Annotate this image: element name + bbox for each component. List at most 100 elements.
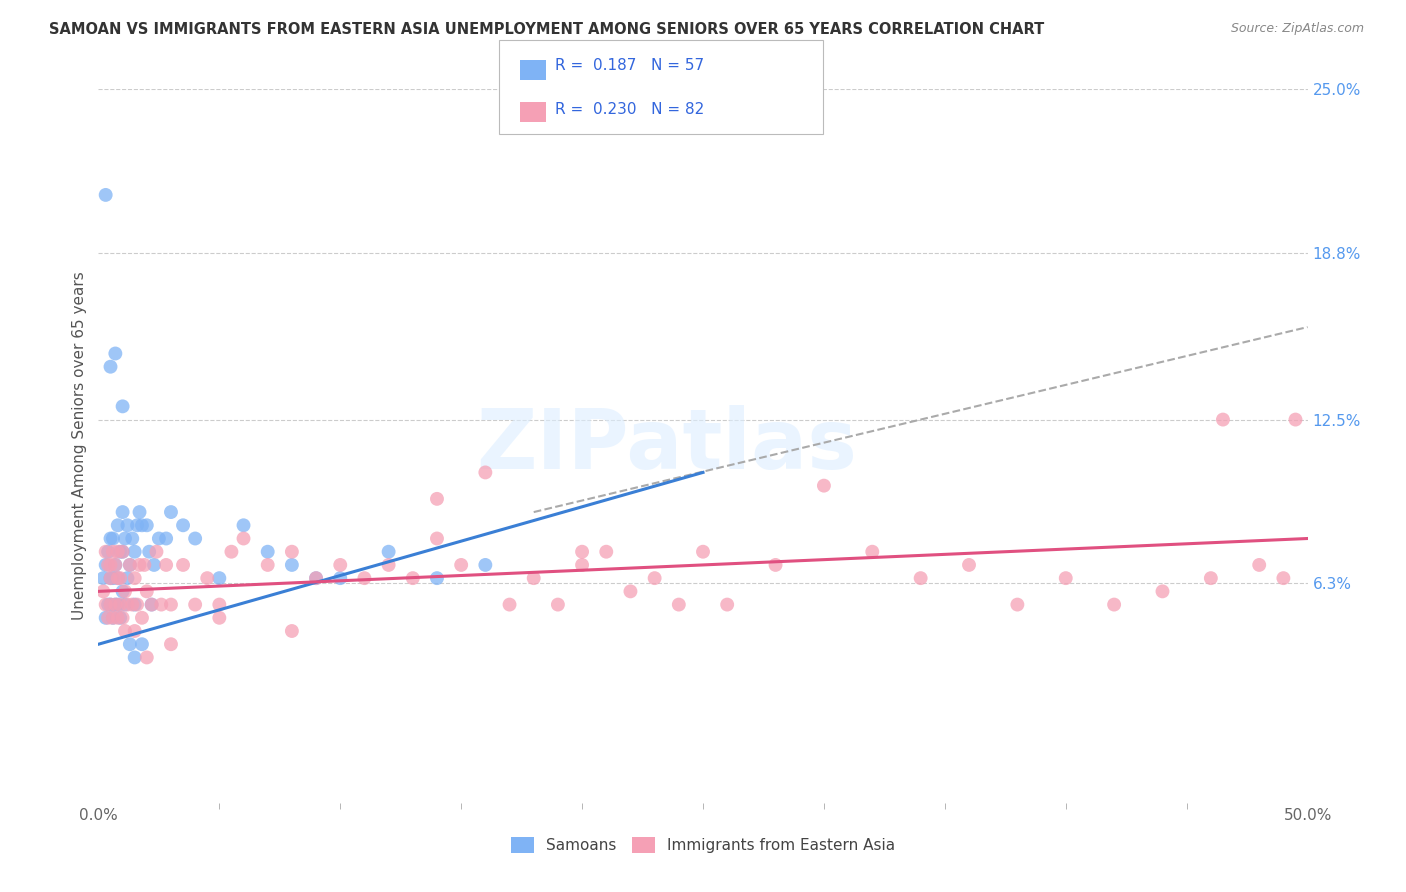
Point: [114, 598, 136, 612]
Point: [135, 650, 157, 665]
Text: ZIPatlas: ZIPatlas: [477, 406, 858, 486]
Point: [100, 558, 122, 572]
Point: [160, 598, 183, 612]
Point: [547, 598, 569, 612]
Point: [813, 478, 835, 492]
Point: [94, 558, 117, 572]
Point: [127, 518, 149, 533]
Point: [94, 545, 117, 559]
Point: [108, 545, 131, 559]
Point: [104, 558, 127, 572]
Point: [595, 545, 617, 559]
Point: [94, 598, 117, 612]
Point: [100, 359, 122, 374]
Point: [91, 584, 114, 599]
Point: [256, 558, 278, 572]
Text: Source: ZipAtlas.com: Source: ZipAtlas.com: [1230, 22, 1364, 36]
Point: [131, 637, 153, 651]
Point: [619, 584, 641, 599]
Point: [124, 545, 146, 559]
Point: [135, 518, 157, 533]
Point: [128, 505, 150, 519]
Point: [256, 545, 278, 559]
Point: [114, 584, 136, 599]
Point: [1284, 412, 1306, 426]
Point: [377, 558, 399, 572]
Point: [305, 571, 328, 585]
Point: [155, 558, 177, 572]
Point: [1199, 571, 1222, 585]
Point: [94, 611, 117, 625]
Point: [124, 571, 146, 585]
Point: [104, 598, 127, 612]
Point: [118, 558, 141, 572]
Point: [127, 598, 149, 612]
Point: [131, 518, 153, 533]
Point: [143, 558, 166, 572]
Point: [100, 532, 122, 546]
Point: [97, 545, 120, 559]
Point: [118, 558, 141, 572]
Point: [523, 571, 546, 585]
Point: [184, 532, 207, 546]
Point: [692, 545, 714, 559]
Point: [1272, 571, 1295, 585]
Point: [135, 584, 157, 599]
Point: [128, 558, 150, 572]
Point: [124, 650, 146, 665]
Point: [281, 624, 304, 638]
Point: [644, 571, 666, 585]
Point: [100, 598, 122, 612]
Point: [100, 571, 122, 585]
Point: [101, 532, 124, 546]
Point: [1152, 584, 1174, 599]
Point: [377, 545, 399, 559]
Point: [498, 598, 520, 612]
Point: [124, 624, 146, 638]
Point: [221, 545, 243, 559]
Point: [172, 518, 194, 533]
Point: [155, 532, 177, 546]
Point: [104, 558, 127, 572]
Point: [232, 532, 254, 546]
Point: [111, 545, 134, 559]
Point: [571, 545, 593, 559]
Point: [474, 558, 496, 572]
Point: [134, 558, 156, 572]
Point: [281, 558, 304, 572]
Point: [208, 598, 231, 612]
Point: [107, 518, 129, 533]
Point: [957, 558, 980, 572]
Point: [107, 571, 129, 585]
Point: [1007, 598, 1029, 612]
Point: [426, 491, 449, 506]
Point: [108, 611, 131, 625]
Text: SAMOAN VS IMMIGRANTS FROM EASTERN ASIA UNEMPLOYMENT AMONG SENIORS OVER 65 YEARS : SAMOAN VS IMMIGRANTS FROM EASTERN ASIA U…: [49, 22, 1045, 37]
Point: [232, 518, 254, 533]
Point: [101, 611, 124, 625]
Point: [474, 466, 496, 480]
Y-axis label: Unemployment Among Seniors over 65 years: Unemployment Among Seniors over 65 years: [72, 272, 87, 620]
Point: [1054, 571, 1077, 585]
Point: [426, 532, 449, 546]
Point: [668, 598, 690, 612]
Point: [104, 346, 127, 360]
Point: [1102, 598, 1125, 612]
Point: [141, 598, 163, 612]
Text: R =  0.187   N = 57: R = 0.187 N = 57: [555, 58, 704, 72]
Point: [208, 611, 231, 625]
Point: [111, 505, 134, 519]
Text: R =  0.230   N = 82: R = 0.230 N = 82: [555, 103, 704, 117]
Point: [910, 571, 932, 585]
Point: [111, 400, 134, 414]
Point: [97, 611, 120, 625]
Point: [195, 571, 218, 585]
Point: [402, 571, 425, 585]
Point: [148, 532, 170, 546]
Point: [765, 558, 787, 572]
Point: [97, 558, 120, 572]
Point: [305, 571, 328, 585]
Point: [107, 571, 129, 585]
Point: [571, 558, 593, 572]
Point: [121, 598, 143, 612]
